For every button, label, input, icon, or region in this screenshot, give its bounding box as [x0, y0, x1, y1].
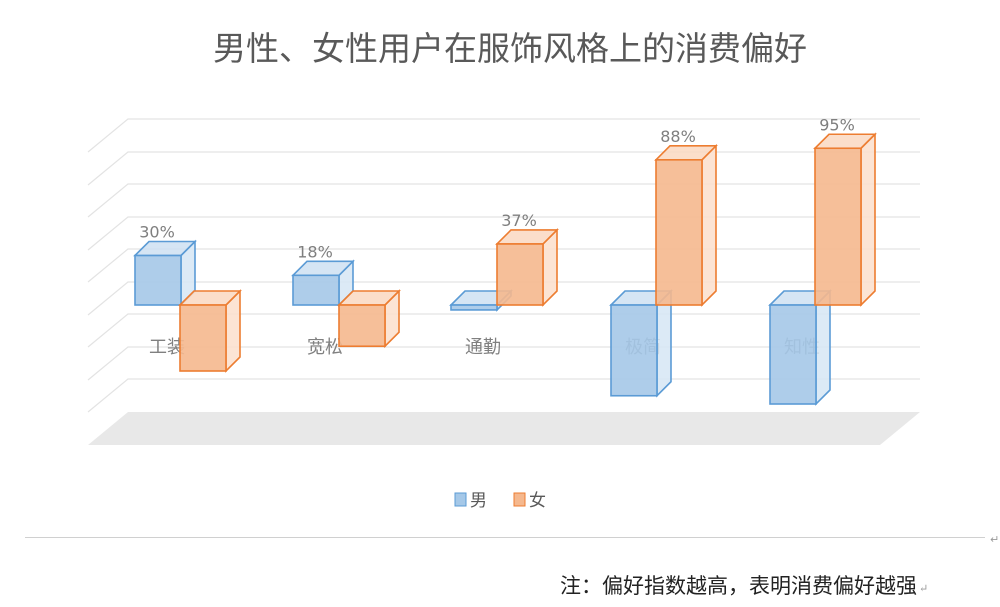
paragraph-mark-icon: ↵	[990, 533, 1000, 546]
chart-title: 男性、女性用户在服饰风格上的消费偏好	[213, 29, 807, 68]
bar-front-face	[134, 254, 182, 306]
footnote: 注：偏好指数越高，表明消费偏好越强 ↵	[560, 570, 929, 600]
chart-legend: 男女	[454, 491, 546, 511]
bar-female	[813, 132, 877, 307]
category-label: 通勤	[465, 337, 501, 358]
bar-front-face	[292, 274, 340, 306]
category-label: 工装	[149, 337, 185, 358]
chart-gridlines	[87, 118, 920, 413]
bar-side-face	[656, 289, 672, 398]
gridline	[87, 151, 920, 186]
category-label: 宽松	[307, 337, 343, 358]
data-label: 37%	[501, 211, 537, 230]
chart-floor-plane	[88, 412, 920, 445]
bar-female	[178, 289, 242, 373]
divider-line	[25, 537, 985, 538]
bar-female	[495, 228, 559, 307]
bar-front-face	[338, 304, 386, 348]
bar-side-face	[815, 289, 831, 406]
footnote-text: 注：偏好指数越高，表明消费偏好越强	[560, 574, 917, 598]
bar-side-face	[860, 132, 876, 307]
data-labels: 30% 18% 37% 88% 95%	[139, 115, 855, 261]
bar-male	[768, 289, 832, 406]
bar-front-face	[610, 304, 658, 397]
bar-female	[337, 289, 401, 349]
gridline	[87, 118, 920, 153]
data-label: 88%	[660, 127, 696, 146]
bar-male	[133, 239, 197, 307]
paragraph-mark-icon: ↵	[919, 582, 929, 595]
chart-floor	[88, 412, 920, 445]
legend-swatch	[513, 492, 526, 507]
bar-front-face	[179, 304, 227, 372]
bar-front-face	[450, 304, 498, 311]
bar-front-face	[814, 147, 862, 306]
bar-front-face	[769, 304, 817, 405]
data-label: 18%	[297, 242, 333, 261]
data-label: 30%	[139, 223, 175, 242]
legend-label: 女	[529, 491, 546, 511]
bar-male	[291, 259, 355, 307]
bar-side-face	[701, 143, 717, 307]
legend-label: 男	[470, 491, 487, 511]
data-label: 95%	[819, 115, 855, 134]
bar-front-face	[496, 243, 544, 306]
legend-swatch	[454, 492, 467, 507]
chart-bars	[133, 132, 877, 406]
bar-female	[654, 143, 718, 307]
bar-front-face	[655, 159, 703, 306]
chart-canvas: 男性、女性用户在服饰风格上的消费偏好 工装宽松通勤极简知性 30%18%37%8…	[87, 29, 920, 511]
bar-male	[609, 289, 673, 398]
